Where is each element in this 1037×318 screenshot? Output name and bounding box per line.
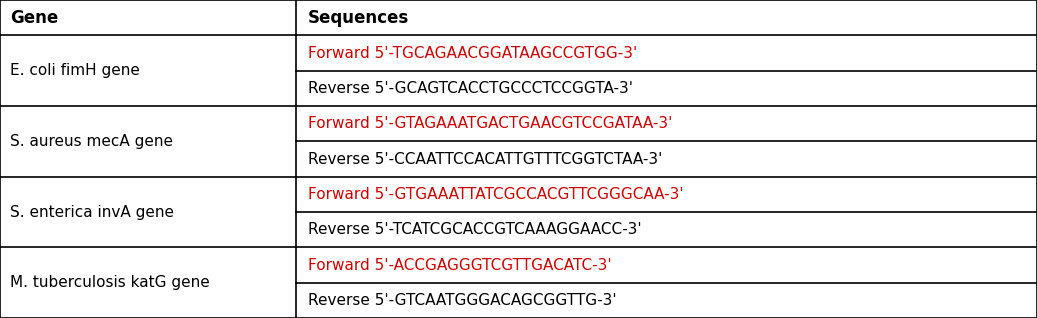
Text: S. aureus mecA gene: S. aureus mecA gene [10,134,173,149]
Text: S. enterica invA gene: S. enterica invA gene [10,204,174,219]
Text: E. coli fimH gene: E. coli fimH gene [10,63,140,78]
Text: Forward 5'-GTAGAAATGACTGAACGTCCGATAA-3': Forward 5'-GTAGAAATGACTGAACGTCCGATAA-3' [308,116,672,131]
Text: Forward 5'-ACCGAGGGTCGTTGACATC-3': Forward 5'-ACCGAGGGTCGTTGACATC-3' [308,258,612,273]
Text: Reverse 5'-GCAGTCACCTGCCCTCCGGTA-3': Reverse 5'-GCAGTCACCTGCCCTCCGGTA-3' [308,81,633,96]
Text: Reverse 5'-TCATCGCACCGTCAAAGGAACC-3': Reverse 5'-TCATCGCACCGTCAAAGGAACC-3' [308,222,642,237]
Text: Forward 5'-TGCAGAACGGATAAGCCGTGG-3': Forward 5'-TGCAGAACGGATAAGCCGTGG-3' [308,45,638,60]
Text: Forward 5'-GTGAAATTATCGCCACGTTCGGGCAA-3': Forward 5'-GTGAAATTATCGCCACGTTCGGGCAA-3' [308,187,683,202]
Text: Sequences: Sequences [308,9,410,27]
Text: Reverse 5'-CCAATTCCACATTGTTTCGGTCTAA-3': Reverse 5'-CCAATTCCACATTGTTTCGGTCTAA-3' [308,151,663,167]
Text: Gene: Gene [10,9,59,27]
Text: Reverse 5'-GTCAATGGGACAGCGGTTG-3': Reverse 5'-GTCAATGGGACAGCGGTTG-3' [308,293,617,308]
Text: M. tuberculosis katG gene: M. tuberculosis katG gene [10,275,211,290]
